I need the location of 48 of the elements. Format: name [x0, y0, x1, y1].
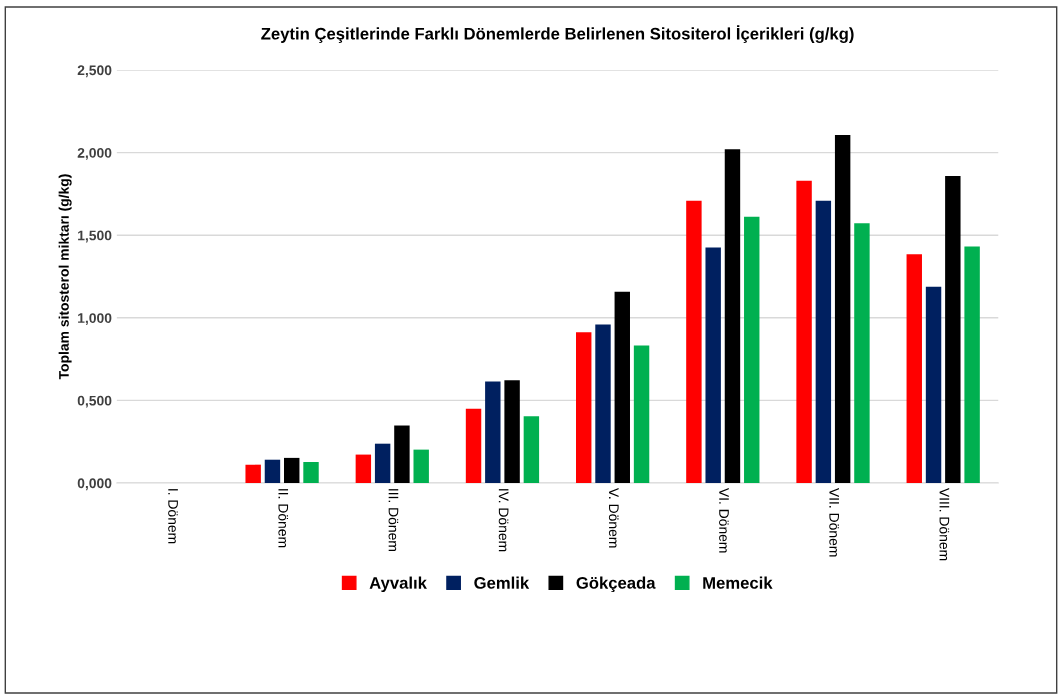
bar — [925, 286, 942, 483]
bar — [796, 180, 812, 483]
bar — [633, 345, 650, 483]
bar — [705, 247, 721, 483]
bar — [485, 381, 501, 483]
legend-label: Memecik — [703, 576, 773, 589]
bar — [523, 416, 540, 483]
bar — [264, 459, 281, 483]
y-tick-label: 1,500 — [78, 230, 112, 243]
bar — [945, 175, 961, 483]
bar — [834, 135, 851, 483]
legend-label: Gemlik — [474, 576, 530, 589]
bar — [413, 449, 429, 483]
x-tick-label: VI. Dönem — [719, 487, 729, 553]
bar — [245, 464, 261, 483]
legend-label: Gökçeada — [576, 576, 656, 593]
bar — [724, 149, 741, 483]
bar — [465, 408, 482, 483]
y-tick-label: 2,000 — [77, 147, 112, 160]
bar — [284, 457, 300, 483]
y-tick-label: 1,000 — [78, 313, 112, 325]
bar — [595, 324, 611, 483]
x-tick-label: III. Dönem — [388, 489, 399, 552]
chart-title: Zeytin Çeşitlerinde Farklı Dönemlerde Belirlenen Sitositerol İçerikleri (g/kg) — [261, 25, 854, 43]
x-tick-label: II. Dönem — [278, 489, 289, 548]
legend-label: Ayvalık — [369, 576, 427, 593]
bar — [303, 462, 319, 483]
bar — [504, 380, 520, 483]
x-tick-label: VIII. Dönem — [939, 487, 950, 561]
bar — [355, 454, 372, 483]
bar — [906, 254, 922, 483]
bar — [815, 200, 832, 483]
bar — [614, 291, 630, 483]
bar — [854, 223, 870, 483]
y-axis-title: Toplam sitosterol miktarı (g/kg) — [58, 174, 72, 380]
y-tick-label: 0,500 — [77, 395, 112, 408]
bar — [576, 332, 592, 483]
y-tick-label: 0,000 — [77, 478, 112, 491]
bar — [686, 200, 702, 483]
bar — [744, 216, 760, 483]
bar — [964, 246, 980, 483]
x-tick-label: V. Dönem — [608, 487, 619, 548]
bar — [374, 443, 391, 483]
x-tick-label: IV. Dönem — [498, 489, 509, 552]
y-tick-label: 2,500 — [77, 65, 112, 78]
x-tick-label: VII. Dönem — [829, 487, 839, 557]
x-tick-label: I. Dönem — [168, 489, 178, 544]
bar — [394, 425, 410, 483]
